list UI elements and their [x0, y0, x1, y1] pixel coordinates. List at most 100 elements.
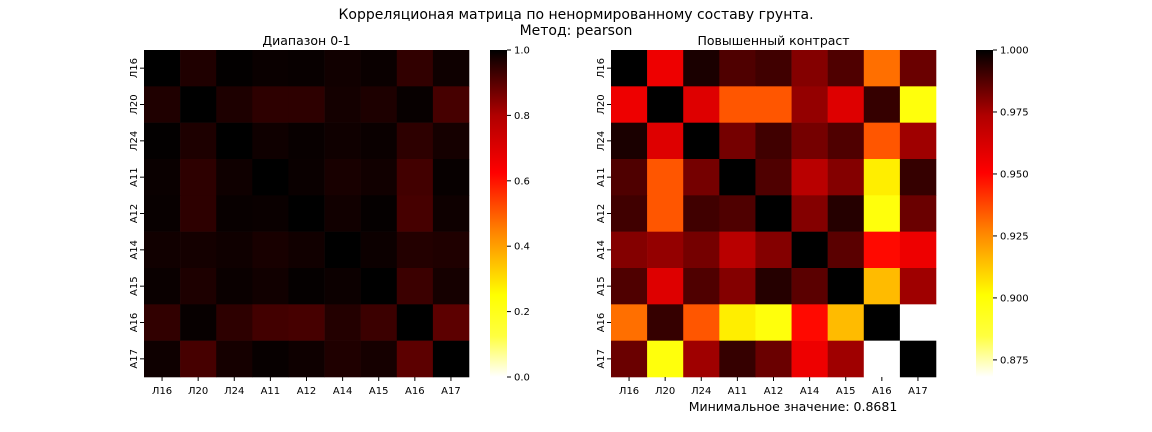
heatmap-cell	[144, 231, 181, 269]
heatmap-cell	[252, 340, 289, 378]
heatmap-cell	[252, 268, 289, 305]
colorbar-tick-label: 0.950	[1000, 169, 1029, 180]
heatmap-cell	[899, 268, 937, 305]
x-tick-label: А17	[908, 386, 928, 397]
heatmap-cell	[791, 195, 828, 232]
heatmap-cell	[360, 122, 398, 160]
heatmap-cell	[863, 86, 901, 123]
heatmap-cell	[396, 159, 434, 196]
y-tick-label: А15	[129, 276, 140, 296]
heatmap-cell	[144, 340, 181, 378]
heatmap-cell	[432, 195, 470, 232]
heatmap-cell	[288, 50, 325, 87]
heatmap-cell	[827, 159, 865, 196]
colorbar-tick-label: 0.6	[514, 176, 530, 187]
heatmap-cell	[827, 50, 865, 87]
colorbar-tick-label: 1.0	[514, 46, 530, 57]
heatmap-cell	[719, 159, 756, 196]
x-tick-label: А14	[800, 386, 820, 397]
heatmap-cell	[396, 86, 434, 123]
heatmap-panel-2: Повышенный контраст Л16 Л20 Л24 А11 А12 А14 А15…	[596, 33, 1029, 397]
heatmap-cell	[719, 340, 756, 378]
heatmap-cell	[899, 195, 937, 232]
heatmap-cell	[324, 122, 361, 160]
heatmap-cell	[144, 195, 181, 232]
heatmap-cell	[863, 50, 901, 87]
heatmap-cell	[683, 340, 720, 378]
colorbar-tick-label: 0.900	[1000, 293, 1029, 304]
heatmap-cell	[827, 195, 865, 232]
heatmap-cell	[288, 340, 325, 378]
heatmap-cell	[611, 268, 648, 305]
heatmap-cell	[683, 122, 720, 160]
heatmap-cell	[180, 50, 217, 87]
heatmap-cell	[755, 86, 792, 123]
heatmap-cell	[863, 231, 901, 269]
heatmap-cell	[324, 304, 361, 341]
heatmap-cell	[683, 304, 720, 341]
y-tick-label: А17	[129, 349, 140, 369]
heatmap-cell	[863, 195, 901, 232]
heatmap-cell	[827, 268, 865, 305]
colorbar-tick-label: 0.0	[514, 373, 530, 384]
y-tick-label: Л24	[129, 131, 140, 151]
heatmap-cell	[360, 86, 398, 123]
heatmap-cell	[827, 86, 865, 123]
heatmap-cell	[252, 304, 289, 341]
x-tick-label: А12	[297, 386, 317, 397]
heatmap-cell	[144, 50, 181, 87]
y-tick-label: А14	[596, 240, 607, 260]
heatmap-cell	[324, 340, 361, 378]
heatmap-cell	[180, 122, 217, 160]
heatmap-cell	[252, 159, 289, 196]
heatmap-cell	[863, 340, 901, 378]
colorbar-tick-label: 1.000	[1000, 46, 1029, 57]
y-tick-label: Л16	[129, 58, 140, 78]
heatmap-cell	[755, 122, 792, 160]
heatmap-panel-1: Диапазон 0-1 Л16 Л20 Л24 А11 А12 А14 А15 А16 А17 Л…	[129, 33, 530, 397]
heatmap-cell	[611, 195, 648, 232]
x-tick-label: Л16	[619, 386, 639, 397]
y-tick-label: А12	[596, 204, 607, 224]
heatmap-cell	[432, 159, 470, 196]
heatmap-cell	[755, 304, 792, 341]
heatmap-cell	[755, 159, 792, 196]
heatmap-cell	[324, 195, 361, 232]
heatmap-cell	[216, 50, 253, 87]
heatmap-cell	[719, 268, 756, 305]
heatmap-cell	[791, 231, 828, 269]
heatmap-cell	[396, 231, 434, 269]
heatmap-cell	[611, 50, 648, 87]
heatmap-cell	[791, 159, 828, 196]
heatmap-cell	[432, 268, 470, 305]
x-tick-label: Л24	[691, 386, 711, 397]
heatmap-cell	[899, 304, 937, 341]
y-tick-label: Л24	[596, 131, 607, 151]
colorbar-tick-label: 0.975	[1000, 107, 1029, 118]
heatmap-cell	[288, 86, 325, 123]
heatmap-cell	[611, 304, 648, 341]
heatmap-cell	[144, 86, 181, 123]
heatmap-cell	[791, 50, 828, 87]
colorbar-tick-label: 0.925	[1000, 231, 1029, 242]
heatmap-cell	[755, 340, 792, 378]
heatmap-cell	[755, 231, 792, 269]
heatmap-cell	[719, 50, 756, 87]
y-tick-label: Л16	[596, 58, 607, 78]
colorbar-tick-label: 0.4	[514, 242, 530, 253]
subplot-title: Повышенный контраст	[697, 33, 849, 48]
figure-subtitle: Метод: pearson	[519, 23, 633, 39]
heatmap-cell	[360, 159, 398, 196]
heatmap-cell	[216, 122, 253, 160]
heatmap-cell	[324, 159, 361, 196]
heatmap-cell	[396, 340, 434, 378]
heatmap-cell	[432, 231, 470, 269]
heatmap-cell	[899, 122, 937, 160]
y-tick-label: Л20	[596, 94, 607, 114]
heatmap-cell	[647, 159, 684, 196]
heatmap-cell	[611, 86, 648, 123]
heatmap-cell	[611, 122, 648, 160]
heatmap-cell	[683, 268, 720, 305]
heatmap-cell	[647, 268, 684, 305]
